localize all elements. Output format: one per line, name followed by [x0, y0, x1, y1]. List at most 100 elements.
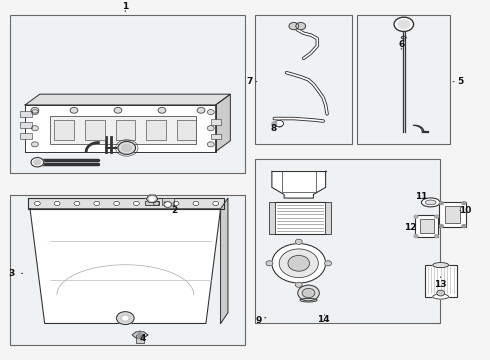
Text: 4: 4 — [139, 330, 146, 343]
Text: 3: 3 — [8, 269, 23, 278]
Circle shape — [54, 201, 60, 206]
Bar — [85, 120, 104, 140]
Circle shape — [31, 126, 38, 131]
Circle shape — [437, 290, 444, 296]
Circle shape — [197, 107, 205, 113]
Circle shape — [398, 20, 410, 29]
Circle shape — [31, 158, 44, 167]
Text: 12: 12 — [404, 223, 416, 232]
Circle shape — [213, 201, 219, 206]
Bar — [10, 15, 245, 173]
Bar — [440, 202, 466, 228]
Bar — [325, 202, 331, 234]
Text: 2: 2 — [164, 202, 177, 215]
Circle shape — [70, 107, 78, 113]
Circle shape — [118, 141, 136, 154]
Bar — [20, 111, 32, 117]
Bar — [20, 132, 32, 139]
Circle shape — [394, 17, 414, 31]
Bar — [146, 120, 166, 140]
Circle shape — [158, 107, 166, 113]
Polygon shape — [132, 332, 148, 338]
Polygon shape — [216, 94, 230, 152]
Circle shape — [114, 201, 120, 206]
Polygon shape — [27, 198, 224, 209]
Circle shape — [275, 120, 284, 127]
Circle shape — [435, 235, 439, 238]
Circle shape — [193, 201, 199, 206]
Circle shape — [462, 225, 466, 228]
Bar — [420, 219, 434, 233]
Circle shape — [296, 23, 306, 30]
Bar — [136, 335, 144, 343]
Bar — [49, 116, 196, 144]
Circle shape — [34, 201, 40, 206]
Bar — [116, 120, 135, 140]
Circle shape — [288, 255, 310, 271]
Circle shape — [302, 288, 315, 298]
Bar — [54, 120, 74, 140]
Text: 6: 6 — [398, 40, 404, 49]
Text: 13: 13 — [434, 277, 447, 289]
Circle shape — [74, 201, 80, 206]
Text: 1: 1 — [122, 2, 128, 12]
Circle shape — [150, 197, 155, 201]
Circle shape — [122, 144, 132, 152]
Circle shape — [117, 312, 134, 325]
Circle shape — [121, 315, 130, 322]
Circle shape — [462, 202, 466, 204]
Circle shape — [440, 225, 443, 228]
Circle shape — [325, 261, 331, 266]
Bar — [274, 202, 326, 234]
Polygon shape — [25, 94, 230, 105]
Bar — [357, 15, 450, 144]
Bar — [162, 198, 174, 204]
Ellipse shape — [300, 298, 317, 302]
Circle shape — [440, 202, 443, 204]
Circle shape — [166, 203, 170, 206]
Text: 5: 5 — [453, 77, 463, 86]
Circle shape — [279, 249, 318, 278]
Circle shape — [133, 201, 139, 206]
Circle shape — [173, 201, 179, 206]
Circle shape — [289, 23, 299, 30]
Ellipse shape — [433, 262, 449, 267]
Polygon shape — [272, 171, 326, 198]
Text: 14: 14 — [317, 315, 329, 324]
Text: 11: 11 — [415, 192, 427, 201]
Circle shape — [207, 142, 214, 147]
Circle shape — [272, 244, 326, 283]
Circle shape — [414, 215, 418, 218]
Circle shape — [414, 235, 418, 238]
Bar — [211, 119, 220, 125]
Circle shape — [31, 107, 39, 113]
Bar — [145, 201, 159, 205]
Polygon shape — [25, 105, 216, 152]
Circle shape — [266, 261, 273, 266]
Circle shape — [114, 107, 122, 113]
Bar — [20, 122, 32, 128]
Polygon shape — [147, 195, 158, 203]
Bar — [255, 159, 441, 324]
Text: 8: 8 — [270, 124, 282, 133]
Circle shape — [31, 109, 38, 114]
Circle shape — [31, 142, 38, 147]
Circle shape — [295, 282, 302, 287]
Bar — [176, 120, 196, 140]
Bar — [415, 215, 439, 237]
Text: 9: 9 — [255, 316, 266, 325]
Bar — [445, 206, 461, 223]
Text: 10: 10 — [459, 206, 471, 215]
Bar — [425, 265, 457, 297]
Circle shape — [272, 122, 277, 125]
Ellipse shape — [421, 198, 440, 207]
Bar — [255, 15, 352, 144]
Ellipse shape — [433, 294, 449, 299]
Circle shape — [207, 109, 214, 114]
Circle shape — [138, 333, 143, 337]
Circle shape — [153, 201, 159, 206]
Bar — [270, 202, 275, 234]
Circle shape — [34, 160, 41, 165]
Circle shape — [435, 215, 439, 218]
Ellipse shape — [425, 200, 436, 205]
